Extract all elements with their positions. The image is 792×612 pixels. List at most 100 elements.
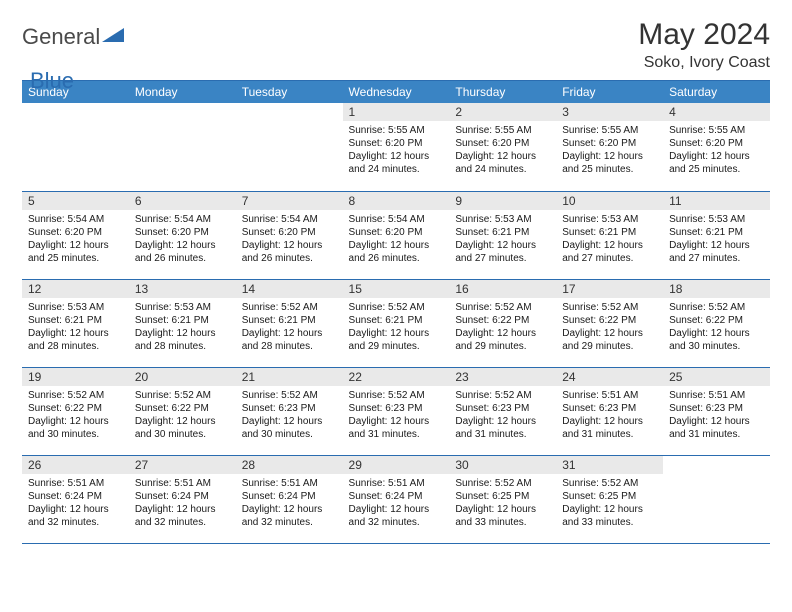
day-cell: 12Sunrise: 5:53 AMSunset: 6:21 PMDayligh…	[22, 279, 129, 367]
day-cell: 14Sunrise: 5:52 AMSunset: 6:21 PMDayligh…	[236, 279, 343, 367]
day-number: 31	[556, 456, 663, 474]
day-cell: 24Sunrise: 5:51 AMSunset: 6:23 PMDayligh…	[556, 367, 663, 455]
calendar-table: SundayMondayTuesdayWednesdayThursdayFrid…	[22, 81, 770, 544]
logo-text-gray: General	[22, 24, 100, 49]
calendar-row: 5Sunrise: 5:54 AMSunset: 6:20 PMDaylight…	[22, 191, 770, 279]
day-number: 15	[343, 280, 450, 298]
day-details: Sunrise: 5:52 AMSunset: 6:23 PMDaylight:…	[343, 386, 450, 445]
day-details: Sunrise: 5:52 AMSunset: 6:22 PMDaylight:…	[22, 386, 129, 445]
day-cell: 13Sunrise: 5:53 AMSunset: 6:21 PMDayligh…	[129, 279, 236, 367]
day-cell: 10Sunrise: 5:53 AMSunset: 6:21 PMDayligh…	[556, 191, 663, 279]
day-cell: 31Sunrise: 5:52 AMSunset: 6:25 PMDayligh…	[556, 455, 663, 543]
day-number: 27	[129, 456, 236, 474]
day-cell: 3Sunrise: 5:55 AMSunset: 6:20 PMDaylight…	[556, 103, 663, 191]
day-cell: 1Sunrise: 5:55 AMSunset: 6:20 PMDaylight…	[343, 103, 450, 191]
day-number: 21	[236, 368, 343, 386]
day-number: 23	[449, 368, 556, 386]
day-cell: 2Sunrise: 5:55 AMSunset: 6:20 PMDaylight…	[449, 103, 556, 191]
day-cell: 28Sunrise: 5:51 AMSunset: 6:24 PMDayligh…	[236, 455, 343, 543]
logo-text: General	[22, 24, 100, 50]
day-number: 4	[663, 103, 770, 121]
day-details: Sunrise: 5:51 AMSunset: 6:23 PMDaylight:…	[556, 386, 663, 445]
day-details: Sunrise: 5:54 AMSunset: 6:20 PMDaylight:…	[236, 210, 343, 269]
day-number: 30	[449, 456, 556, 474]
empty-cell: ..	[129, 103, 236, 191]
day-cell: 19Sunrise: 5:52 AMSunset: 6:22 PMDayligh…	[22, 367, 129, 455]
day-cell: 4Sunrise: 5:55 AMSunset: 6:20 PMDaylight…	[663, 103, 770, 191]
weekday-header: Tuesday	[236, 81, 343, 103]
day-details: Sunrise: 5:53 AMSunset: 6:21 PMDaylight:…	[22, 298, 129, 357]
day-number: 8	[343, 192, 450, 210]
day-number: 7	[236, 192, 343, 210]
day-details: Sunrise: 5:51 AMSunset: 6:24 PMDaylight:…	[343, 474, 450, 533]
weekday-header: Saturday	[663, 81, 770, 103]
day-cell: 11Sunrise: 5:53 AMSunset: 6:21 PMDayligh…	[663, 191, 770, 279]
day-details: Sunrise: 5:52 AMSunset: 6:21 PMDaylight:…	[343, 298, 450, 357]
empty-cell: ..	[663, 455, 770, 543]
day-cell: 8Sunrise: 5:54 AMSunset: 6:20 PMDaylight…	[343, 191, 450, 279]
day-number: 5	[22, 192, 129, 210]
day-number: 24	[556, 368, 663, 386]
calendar-row: ......1Sunrise: 5:55 AMSunset: 6:20 PMDa…	[22, 103, 770, 191]
day-number: 20	[129, 368, 236, 386]
day-cell: 7Sunrise: 5:54 AMSunset: 6:20 PMDaylight…	[236, 191, 343, 279]
logo-text-blue: Blue	[30, 68, 74, 93]
day-number: 10	[556, 192, 663, 210]
day-number: 28	[236, 456, 343, 474]
location: Soko, Ivory Coast	[638, 54, 770, 72]
day-details: Sunrise: 5:52 AMSunset: 6:22 PMDaylight:…	[449, 298, 556, 357]
day-details: Sunrise: 5:54 AMSunset: 6:20 PMDaylight:…	[22, 210, 129, 269]
day-number: 25	[663, 368, 770, 386]
calendar-row: 19Sunrise: 5:52 AMSunset: 6:22 PMDayligh…	[22, 367, 770, 455]
header: General May 2024 Soko, Ivory Coast	[22, 18, 770, 72]
day-number: 12	[22, 280, 129, 298]
day-number: 11	[663, 192, 770, 210]
day-details: Sunrise: 5:55 AMSunset: 6:20 PMDaylight:…	[449, 121, 556, 180]
day-details: Sunrise: 5:52 AMSunset: 6:22 PMDaylight:…	[129, 386, 236, 445]
day-cell: 18Sunrise: 5:52 AMSunset: 6:22 PMDayligh…	[663, 279, 770, 367]
day-details: Sunrise: 5:53 AMSunset: 6:21 PMDaylight:…	[556, 210, 663, 269]
calendar-header-row: SundayMondayTuesdayWednesdayThursdayFrid…	[22, 81, 770, 103]
day-details: Sunrise: 5:55 AMSunset: 6:20 PMDaylight:…	[663, 121, 770, 180]
day-cell: 5Sunrise: 5:54 AMSunset: 6:20 PMDaylight…	[22, 191, 129, 279]
day-number: 19	[22, 368, 129, 386]
day-number: 3	[556, 103, 663, 121]
day-details: Sunrise: 5:52 AMSunset: 6:23 PMDaylight:…	[449, 386, 556, 445]
day-details: Sunrise: 5:52 AMSunset: 6:23 PMDaylight:…	[236, 386, 343, 445]
day-cell: 20Sunrise: 5:52 AMSunset: 6:22 PMDayligh…	[129, 367, 236, 455]
day-cell: 9Sunrise: 5:53 AMSunset: 6:21 PMDaylight…	[449, 191, 556, 279]
day-cell: 17Sunrise: 5:52 AMSunset: 6:22 PMDayligh…	[556, 279, 663, 367]
day-details: Sunrise: 5:53 AMSunset: 6:21 PMDaylight:…	[449, 210, 556, 269]
empty-cell: ..	[236, 103, 343, 191]
day-details: Sunrise: 5:52 AMSunset: 6:25 PMDaylight:…	[449, 474, 556, 533]
day-number: 9	[449, 192, 556, 210]
day-details: Sunrise: 5:51 AMSunset: 6:24 PMDaylight:…	[129, 474, 236, 533]
month-title: May 2024	[638, 18, 770, 52]
day-number: 14	[236, 280, 343, 298]
day-details: Sunrise: 5:55 AMSunset: 6:20 PMDaylight:…	[556, 121, 663, 180]
logo: General	[22, 24, 126, 50]
title-block: May 2024 Soko, Ivory Coast	[638, 18, 770, 72]
day-details: Sunrise: 5:51 AMSunset: 6:24 PMDaylight:…	[236, 474, 343, 533]
day-cell: 15Sunrise: 5:52 AMSunset: 6:21 PMDayligh…	[343, 279, 450, 367]
day-details: Sunrise: 5:51 AMSunset: 6:23 PMDaylight:…	[663, 386, 770, 445]
day-cell: 16Sunrise: 5:52 AMSunset: 6:22 PMDayligh…	[449, 279, 556, 367]
day-number: 13	[129, 280, 236, 298]
calendar-row: 12Sunrise: 5:53 AMSunset: 6:21 PMDayligh…	[22, 279, 770, 367]
day-details: Sunrise: 5:53 AMSunset: 6:21 PMDaylight:…	[663, 210, 770, 269]
day-details: Sunrise: 5:52 AMSunset: 6:21 PMDaylight:…	[236, 298, 343, 357]
day-number: 18	[663, 280, 770, 298]
day-details: Sunrise: 5:51 AMSunset: 6:24 PMDaylight:…	[22, 474, 129, 533]
weekday-header: Wednesday	[343, 81, 450, 103]
day-number: 26	[22, 456, 129, 474]
day-cell: 22Sunrise: 5:52 AMSunset: 6:23 PMDayligh…	[343, 367, 450, 455]
day-details: Sunrise: 5:53 AMSunset: 6:21 PMDaylight:…	[129, 298, 236, 357]
day-number: 1	[343, 103, 450, 121]
weekday-header: Monday	[129, 81, 236, 103]
day-number: 17	[556, 280, 663, 298]
day-details: Sunrise: 5:52 AMSunset: 6:22 PMDaylight:…	[556, 298, 663, 357]
calendar-row: 26Sunrise: 5:51 AMSunset: 6:24 PMDayligh…	[22, 455, 770, 543]
day-cell: 26Sunrise: 5:51 AMSunset: 6:24 PMDayligh…	[22, 455, 129, 543]
day-number: 29	[343, 456, 450, 474]
day-cell: 27Sunrise: 5:51 AMSunset: 6:24 PMDayligh…	[129, 455, 236, 543]
